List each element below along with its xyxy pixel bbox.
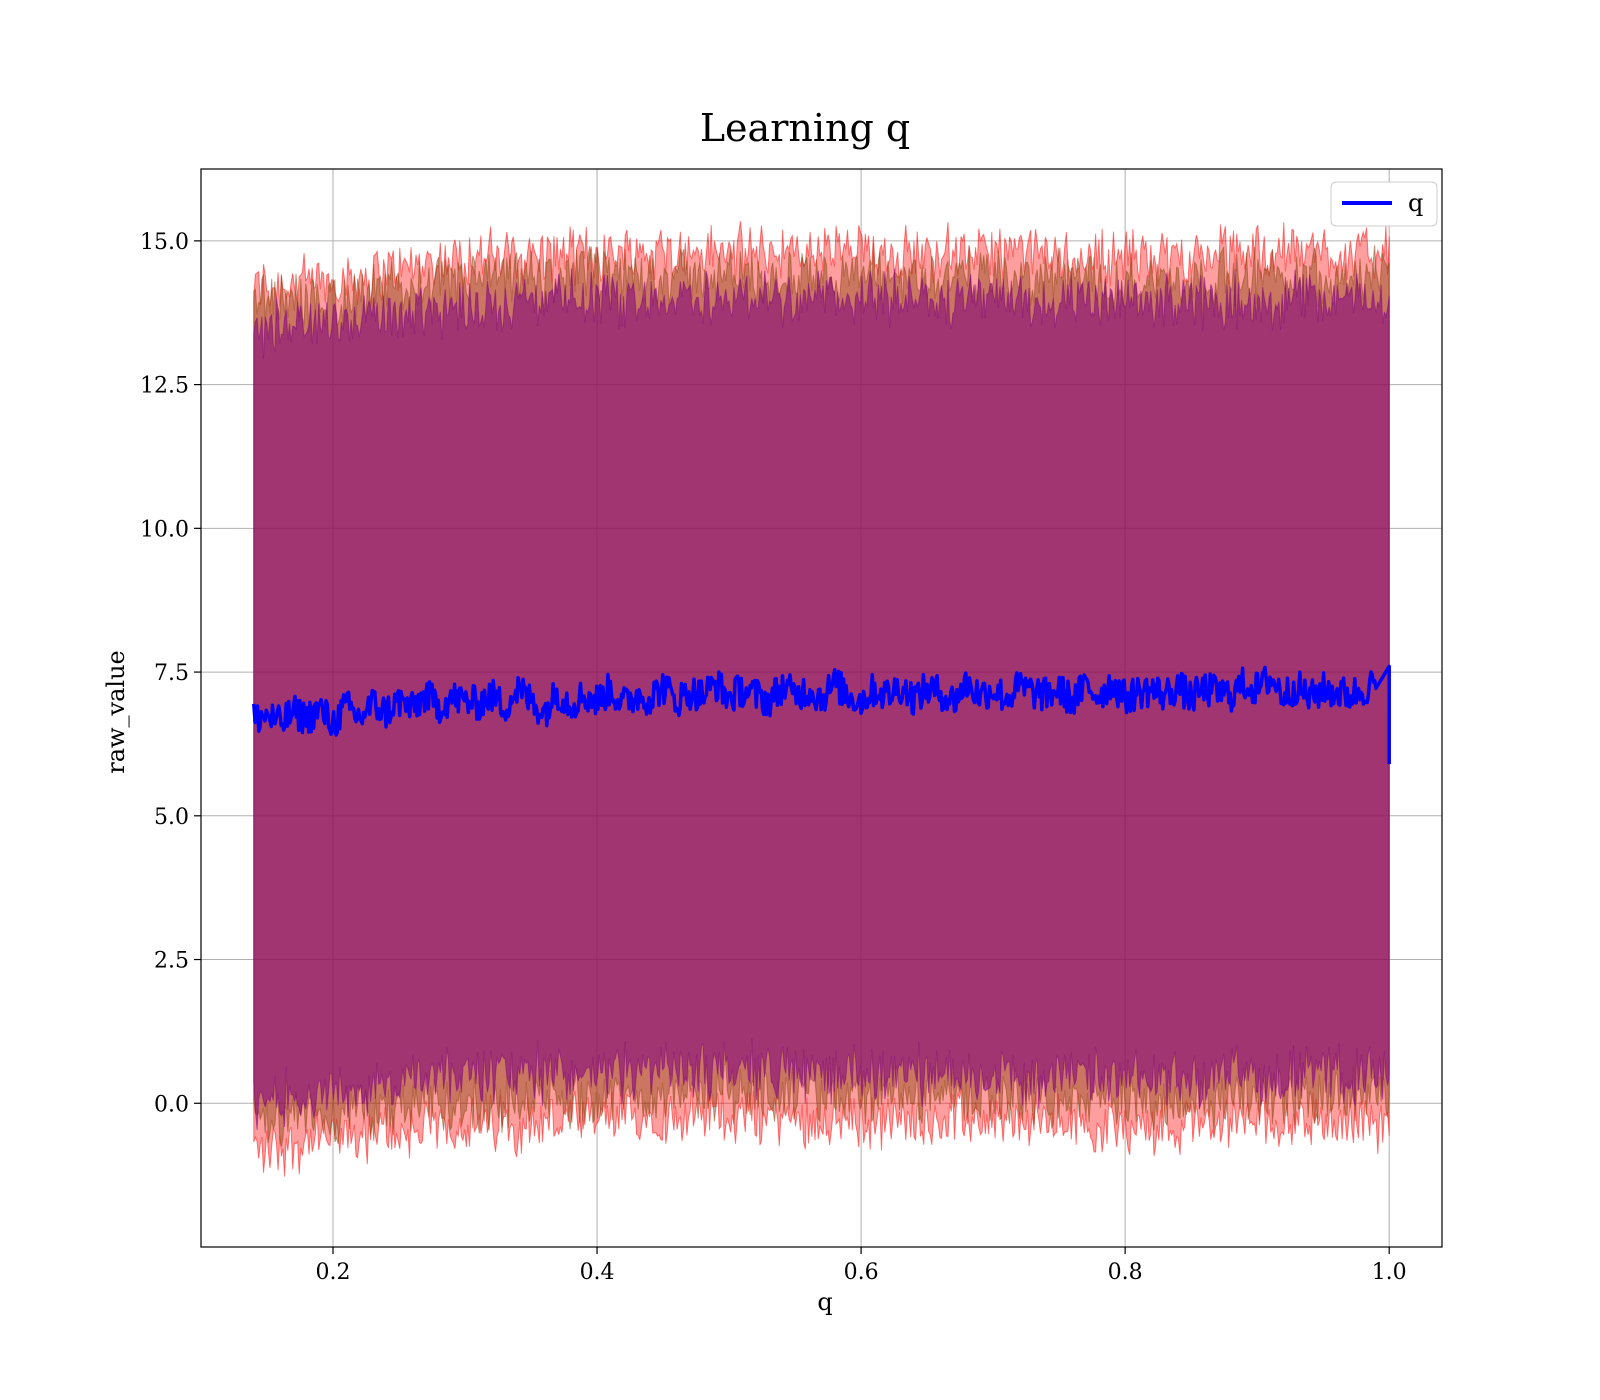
y-tick-label: 2.5 — [154, 949, 189, 974]
legend: q — [1330, 181, 1438, 227]
series-group — [252, 664, 1391, 765]
x-tick-label: 1.0 — [1372, 1260, 1407, 1285]
x-axis-ticks: 0.2 0.4 0.6 0.8 1.0 — [316, 1247, 1407, 1285]
y-axis-label: raw_value — [102, 650, 130, 774]
y-tick-label: 0.0 — [154, 1092, 189, 1117]
x-tick-label: 0.2 — [316, 1260, 351, 1285]
series-line-q — [252, 664, 1391, 765]
y-tick-label: 5.0 — [154, 805, 189, 830]
x-tick-label: 0.8 — [1108, 1260, 1143, 1285]
y-tick-label: 10.0 — [140, 517, 189, 542]
x-axis-label: q — [817, 1288, 832, 1316]
x-tick-label: 0.6 — [844, 1260, 879, 1285]
chart-title: Learning q — [700, 106, 910, 150]
y-tick-label: 7.5 — [154, 661, 189, 686]
y-axis-ticks: 0.0 2.5 5.0 7.5 10.0 12.5 15.0 — [140, 230, 201, 1117]
legend-label-q: q — [1408, 189, 1423, 217]
axes-frame — [200, 168, 1443, 1248]
y-tick-label: 15.0 — [140, 230, 189, 255]
x-tick-label: 0.4 — [580, 1260, 615, 1285]
y-tick-label: 12.5 — [140, 374, 189, 399]
